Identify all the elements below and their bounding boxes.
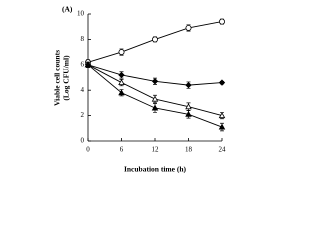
marker [151, 78, 159, 85]
y-tick-label: 10 [77, 10, 85, 18]
x-tick-label: 6 [120, 146, 124, 154]
marker [118, 49, 125, 56]
x-tick-label: 12 [152, 146, 160, 154]
marker [185, 110, 192, 117]
marker [84, 61, 92, 68]
chart: (A) Incubation time (h) Viable cell coun… [53, 5, 227, 174]
y-axis-label: (Log CFU/ml) [62, 55, 71, 101]
y-axis-label: Viable cell counts [53, 50, 62, 106]
marker [185, 103, 192, 110]
marker [218, 18, 225, 25]
marker [218, 79, 226, 86]
marker [118, 79, 125, 86]
page: (A) Incubation time (h) Viable cell coun… [52, 4, 227, 174]
marker [151, 104, 159, 111]
y-tick-label: 0 [81, 137, 85, 145]
y-tick-label: 4 [81, 86, 85, 94]
marker [185, 81, 192, 89]
y-tick-label: 8 [81, 35, 85, 43]
marker [151, 95, 159, 102]
x-tick-label: 18 [185, 146, 193, 154]
y-tick-label: 2 [81, 111, 85, 119]
x-tick-label: 24 [219, 146, 227, 154]
marker [185, 24, 192, 31]
x-axis-label: Incubation time (h) [124, 165, 187, 174]
y-tick-label: 6 [81, 60, 85, 68]
x-tick-label: 0 [86, 146, 90, 154]
marker [151, 36, 158, 43]
panel-label: (A) [62, 5, 73, 14]
marker [118, 89, 125, 96]
marker [118, 71, 125, 79]
marker [218, 112, 226, 119]
marker [218, 123, 226, 130]
